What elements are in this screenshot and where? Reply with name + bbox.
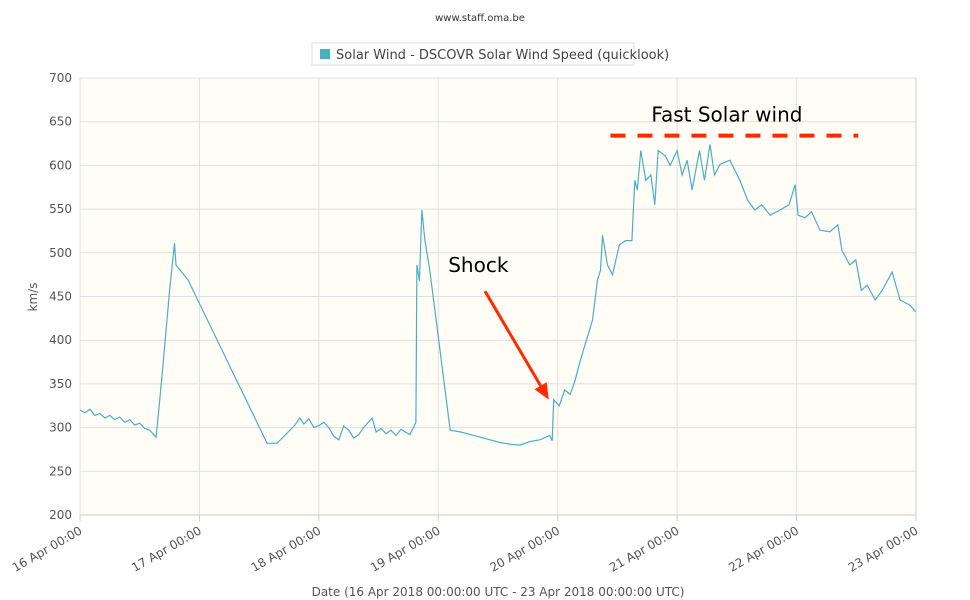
x-tick-label: 21 Apr 00:00	[607, 523, 682, 574]
y-tick-label: 650	[49, 115, 72, 129]
y-tick-label: 450	[49, 290, 72, 304]
y-tick-label: 600	[49, 158, 72, 172]
x-tick-label: 19 Apr 00:00	[368, 523, 443, 574]
fast-solar-wind-label: Fast Solar wind	[651, 103, 802, 127]
x-tick-label: 18 Apr 00:00	[249, 523, 324, 574]
series-line	[79, 144, 917, 446]
y-axis-label: km/s	[26, 283, 40, 312]
x-tick-label: 22 Apr 00:00	[726, 523, 801, 574]
x-axis-label: Date (16 Apr 2018 00:00:00 UTC - 23 Apr …	[312, 585, 685, 599]
legend-swatch	[320, 49, 330, 59]
x-tick-label: 17 Apr 00:00	[129, 523, 204, 574]
y-tick-label: 500	[49, 246, 72, 260]
credit-text: www.staff.oma.be	[435, 13, 525, 24]
y-tick-label: 250	[49, 464, 72, 478]
legend[interactable]: Solar Wind - DSCOVR Solar Wind Speed (qu…	[311, 42, 669, 66]
legend-label: Solar Wind - DSCOVR Solar Wind Speed (qu…	[336, 48, 669, 63]
y-tick-label: 300	[49, 421, 72, 435]
x-tick-label: 20 Apr 00:00	[487, 523, 562, 574]
y-tick-label: 200	[49, 508, 72, 522]
shock-label: Shock	[448, 253, 509, 277]
x-tick-label: 23 Apr 00:00	[846, 523, 921, 574]
shock-arrow	[483, 290, 542, 387]
legend-box	[311, 42, 635, 66]
y-tick-label: 350	[49, 377, 72, 391]
shock-arrowhead	[534, 382, 549, 400]
y-tick-label: 400	[49, 333, 72, 347]
x-tick-label: 16 Apr 00:00	[10, 523, 85, 574]
y-tick-label: 550	[49, 202, 72, 216]
y-tick-label: 700	[49, 71, 72, 85]
